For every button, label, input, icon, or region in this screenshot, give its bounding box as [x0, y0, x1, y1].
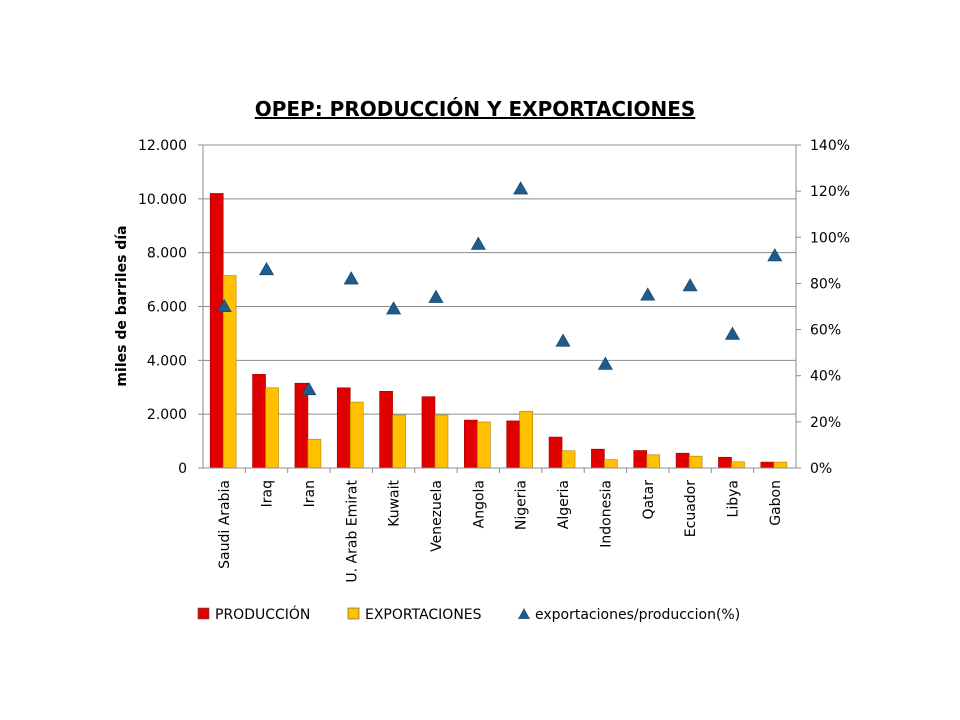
y2-tick-label: 120% [810, 184, 850, 200]
category-label: U. Arab Emirat [344, 479, 360, 582]
ratio-marker [597, 356, 613, 370]
bar-exportaciones [604, 459, 618, 469]
category-label: Algeria [556, 480, 572, 529]
ratio-marker [767, 248, 783, 262]
y2-tick-label: 100% [810, 230, 850, 246]
ratio-marker [513, 181, 529, 195]
ratio-marker [259, 261, 275, 276]
bar-produccion [464, 419, 478, 469]
category-label: Venezuela [429, 480, 445, 552]
right-axis-ticks: 0% 20% 40% 60% 80% 100% 120% 140% [810, 138, 850, 477]
category-label: Ecuador [683, 480, 699, 537]
gridlines [203, 144, 796, 469]
category-label: Indonesia [598, 480, 614, 548]
bar-produccion [506, 420, 520, 469]
y2-tick-label: 0% [810, 461, 832, 477]
bar-exportaciones [392, 414, 406, 469]
bar-exportaciones [646, 454, 661, 469]
category-label: Iraq [260, 480, 276, 507]
left-axis-ticks: 0 2.000 4.000 6.000 8.000 10.000 12.000 [138, 138, 187, 477]
bar-produccion [633, 450, 648, 469]
y-tick-label: 12.000 [138, 138, 187, 154]
ratio-marker [301, 381, 317, 396]
bar-produccion [294, 382, 309, 469]
category-label: Saudi Arabia [217, 480, 233, 569]
bar-exportaciones [561, 450, 576, 469]
bar-produccion [675, 452, 690, 469]
bar-series [209, 193, 788, 469]
bar-exportaciones [731, 461, 745, 469]
bar-produccion [336, 387, 351, 469]
y-tick-label: 4.000 [147, 353, 187, 369]
bar-exportaciones [519, 410, 533, 469]
axes [198, 144, 801, 473]
bar-produccion [760, 461, 775, 469]
ratio-marker [343, 271, 359, 285]
ratio-marker [555, 333, 571, 347]
y2-tick-label: 20% [810, 415, 841, 431]
bar-produccion [548, 436, 563, 469]
bar-exportaciones [688, 455, 703, 469]
y2-tick-label: 40% [810, 369, 841, 385]
ratio-marker [428, 289, 444, 303]
bar-exportaciones [773, 461, 788, 469]
y-tick-label: 2.000 [147, 407, 187, 423]
bar-produccion [252, 374, 266, 469]
category-label: Angola [471, 480, 487, 528]
bar-exportaciones [265, 387, 279, 469]
ratio-marker [640, 287, 656, 301]
y-tick-label: 8.000 [147, 246, 187, 262]
bar-exportaciones [307, 438, 322, 469]
bar-produccion [591, 448, 605, 469]
bar-produccion [718, 456, 732, 469]
ratio-marker [682, 278, 698, 292]
legend: PRODUCCIÓN EXPORTACIONES exportaciones/pro… [197, 605, 740, 623]
bar-produccion [209, 193, 224, 469]
y-axis-label: miles de barriles día [114, 225, 130, 386]
bar-exportaciones [349, 401, 364, 469]
ratio-marker [724, 326, 740, 340]
ratio-marker [216, 298, 232, 313]
y-tick-label: 6.000 [147, 300, 187, 316]
y-tick-label: 0 [178, 461, 187, 477]
category-label: Qatar [641, 480, 657, 520]
category-label: Gabon [768, 480, 784, 526]
y2-tick-label: 60% [810, 323, 841, 339]
ratio-marker [386, 301, 402, 315]
ratio-marker [470, 236, 486, 250]
category-label: Nigeria [514, 480, 530, 530]
ratio-markers [216, 181, 783, 396]
legend-swatch [197, 607, 210, 620]
legend-label: PRODUCCIÓN [215, 605, 310, 623]
category-label: Iran [302, 480, 318, 507]
legend-swatch [518, 608, 530, 619]
chart-title: OPEP: PRODUCCIÓN Y EXPORTACIONES [255, 97, 696, 121]
legend-swatch [347, 607, 360, 620]
bar-produccion [421, 396, 436, 469]
y2-tick-label: 140% [810, 138, 850, 154]
legend-label: EXPORTACIONES [365, 607, 482, 623]
category-label: Kuwait [387, 479, 403, 526]
y-tick-label: 10.000 [138, 192, 187, 208]
bar-produccion [379, 390, 393, 469]
category-labels: Saudi Arabia Iraq Iran U. Arab Emirat Kuwait… [217, 479, 784, 582]
bar-exportaciones [477, 421, 491, 469]
y2-tick-label: 80% [810, 276, 841, 292]
legend-label: exportaciones/produccion(%) [535, 607, 740, 623]
category-label: Libya [725, 480, 741, 517]
bar-exportaciones [434, 414, 449, 469]
